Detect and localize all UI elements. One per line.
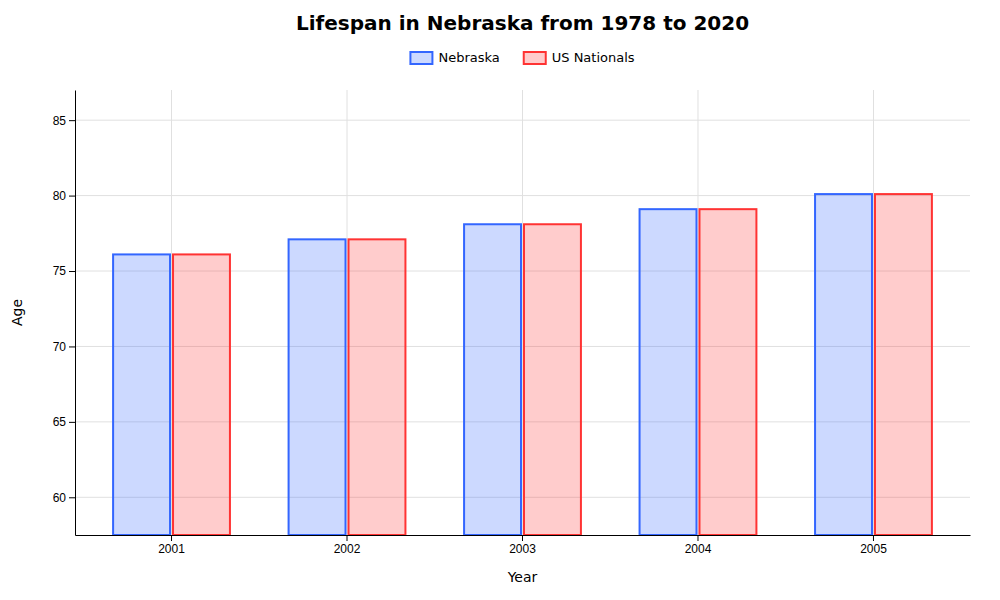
y-tick-label: 60 xyxy=(53,491,67,505)
y-tick-label: 75 xyxy=(53,264,67,278)
x-tick: 2004 xyxy=(685,535,712,556)
x-axis-title: Year xyxy=(507,569,538,585)
legend-item: US Nationals xyxy=(524,50,635,65)
x-tick-label: 2005 xyxy=(860,542,887,556)
x-grid-line xyxy=(697,90,698,535)
x-tick-label: 2004 xyxy=(685,542,712,556)
bar xyxy=(464,224,521,535)
y-tick-mark xyxy=(69,120,75,121)
y-tick: 75 xyxy=(53,264,75,278)
x-tick: 2002 xyxy=(334,535,361,556)
grid xyxy=(75,90,970,535)
y-tick-mark xyxy=(69,346,75,347)
y-tick-mark xyxy=(69,422,75,423)
x-tick-mark xyxy=(873,535,874,541)
y-tick: 70 xyxy=(53,340,75,354)
x-grid-line xyxy=(347,90,348,535)
legend-swatch xyxy=(410,52,432,64)
bar xyxy=(699,209,756,535)
x-grid-line xyxy=(171,90,172,535)
x-tick: 2005 xyxy=(860,535,887,556)
legend-label: Nebraska xyxy=(438,50,499,65)
bar xyxy=(173,254,230,535)
legend-swatch xyxy=(524,52,546,64)
bar xyxy=(289,239,346,535)
y-tick: 60 xyxy=(53,491,75,505)
bar-series xyxy=(173,194,932,535)
y-tick-mark xyxy=(69,196,75,197)
chart: 60 65 70 75 80 85 2001 2002 2003 2004 2005 Lifespan… xyxy=(0,0,1000,600)
bar-series xyxy=(113,194,872,535)
x-tick: 2003 xyxy=(509,535,536,556)
x-tick-label: 2002 xyxy=(334,542,361,556)
x-grid-line xyxy=(873,90,874,535)
y-tick-mark xyxy=(69,497,75,498)
legend: Nebraska US Nationals xyxy=(410,50,634,65)
legend-label: US Nationals xyxy=(552,50,635,65)
x-tick-label: 2003 xyxy=(509,542,536,556)
y-tick-label: 65 xyxy=(53,415,67,429)
x-tick-mark xyxy=(522,535,523,541)
y-axis: 60 65 70 75 80 85 xyxy=(53,91,76,536)
bar xyxy=(640,209,697,535)
bar xyxy=(524,224,581,535)
x-tick-mark xyxy=(347,535,348,541)
x-tick-label: 2001 xyxy=(158,542,185,556)
bar xyxy=(875,194,932,535)
bar xyxy=(815,194,872,535)
x-tick-mark xyxy=(171,535,172,541)
y-tick-mark xyxy=(69,271,75,272)
y-tick: 80 xyxy=(53,189,75,203)
y-axis-line xyxy=(75,91,76,536)
title: Lifespan in Nebraska from 1978 to 2020 xyxy=(296,11,749,35)
x-grid-line xyxy=(522,90,523,535)
bar xyxy=(113,254,170,535)
legend-item: Nebraska xyxy=(410,50,499,65)
bar xyxy=(349,239,406,535)
x-tick-mark xyxy=(697,535,698,541)
y-tick-label: 85 xyxy=(53,114,67,128)
y-tick-label: 70 xyxy=(53,340,67,354)
y-tick: 85 xyxy=(53,114,75,128)
y-tick: 65 xyxy=(53,415,75,429)
y-tick-label: 80 xyxy=(53,189,67,203)
y-axis-title: Age xyxy=(9,299,25,326)
plot: 60 65 70 75 80 85 2001 2002 2003 2004 2005 xyxy=(53,90,971,556)
bars xyxy=(113,194,932,535)
x-axis: 2001 2002 2003 2004 2005 xyxy=(76,535,971,556)
x-tick: 2001 xyxy=(158,535,185,556)
